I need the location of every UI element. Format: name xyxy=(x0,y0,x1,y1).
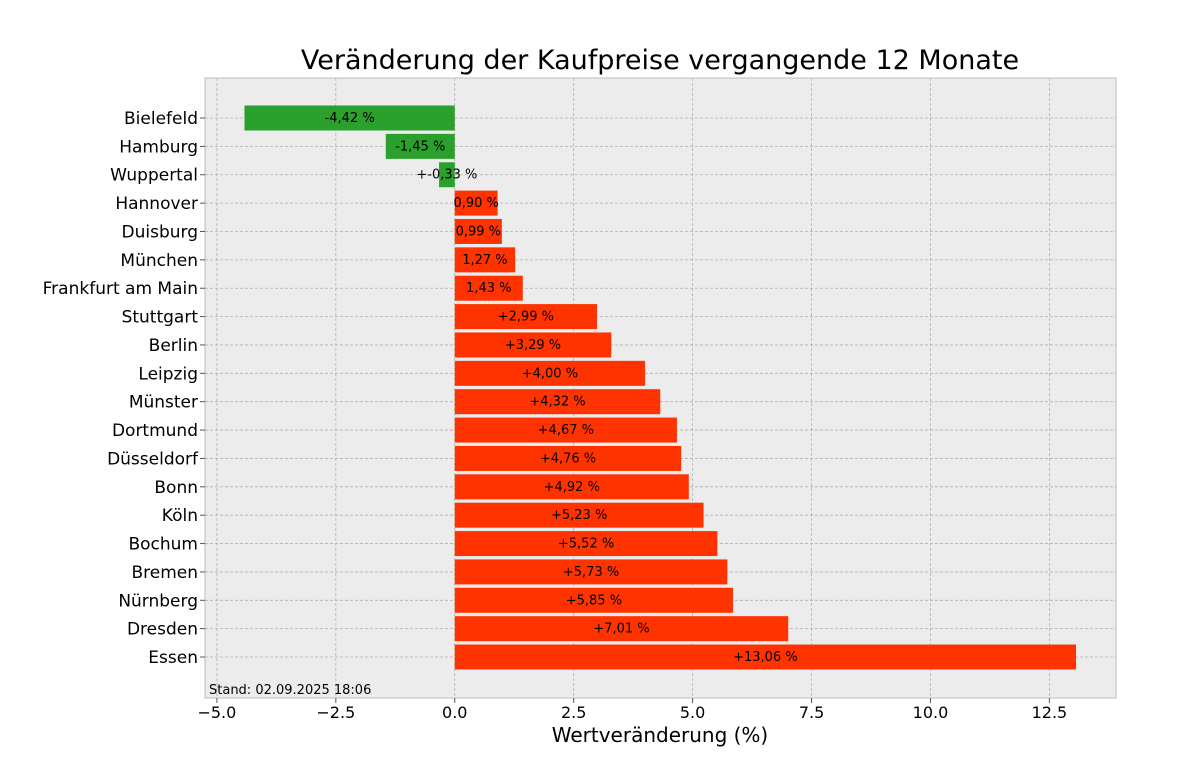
bars xyxy=(244,105,1077,670)
x-tick-label: 7.5 xyxy=(799,703,824,722)
data-label: +5,23 % xyxy=(551,508,607,523)
data-label: +7,01 % xyxy=(593,622,649,637)
data-label: -4,42 % xyxy=(325,111,375,126)
bar xyxy=(454,616,789,642)
data-label: 0,99 % xyxy=(456,224,501,239)
bar xyxy=(454,502,704,528)
data-label: 1,27 % xyxy=(462,253,507,268)
data-label: +4,00 % xyxy=(522,366,578,381)
y-tick-label: Hannover xyxy=(115,194,198,214)
y-tick-label: Bochum xyxy=(128,535,198,555)
data-labels: -4,42 % -1,45 % +-0,33 % 0,90 % 0,99 % 1,27 %… xyxy=(325,111,798,665)
data-label: +3,29 % xyxy=(505,338,561,353)
data-label: +4,76 % xyxy=(540,451,596,466)
x-tick-label: 12.5 xyxy=(1032,703,1068,722)
bar xyxy=(454,417,677,443)
x-tick-label: 2.5 xyxy=(561,703,586,722)
y-tick-label: Düsseldorf xyxy=(107,449,199,469)
y-tick-label: Nürnberg xyxy=(118,591,198,611)
x-tick-label: 0.0 xyxy=(442,703,467,722)
bar xyxy=(454,304,597,330)
data-label: 0,90 % xyxy=(453,196,498,211)
bar xyxy=(454,644,1077,670)
y-tick-label: Bremen xyxy=(131,563,198,583)
data-label: +5,73 % xyxy=(563,565,619,580)
x-axis-label: Wertveränderung (%) xyxy=(552,723,769,747)
bar xyxy=(454,218,502,244)
y-tick-label: Frankfurt am Main xyxy=(43,279,198,299)
bar xyxy=(439,162,455,188)
y-tick-label: Köln xyxy=(162,506,198,526)
bar xyxy=(454,275,523,301)
data-label: +-0,33 % xyxy=(416,168,477,183)
x-tick-label: 5.0 xyxy=(680,703,705,722)
chart-title: Veränderung der Kaufpreise vergangende 1… xyxy=(301,45,1019,76)
plot-frame xyxy=(204,77,1117,699)
y-tick-label: Hamburg xyxy=(119,137,198,157)
y-tick-label: Stuttgart xyxy=(122,308,199,328)
y-tick-label: Leipzig xyxy=(138,364,198,384)
bar xyxy=(454,531,718,557)
bar xyxy=(244,105,455,131)
y-tick-label: München xyxy=(120,251,198,271)
x-tick-label: −2.5 xyxy=(316,703,355,722)
y-tick-label: Münster xyxy=(129,393,198,413)
y-tick-label: Wuppertal xyxy=(110,166,198,186)
data-label: +4,92 % xyxy=(544,480,600,495)
bar xyxy=(454,559,728,585)
y-axis-labels: Bielefeld Hamburg Wuppertal Hannover Duisbur… xyxy=(43,109,205,668)
bar xyxy=(454,190,498,216)
timestamp-note: Stand: 02.09.2025 18:06 xyxy=(209,683,371,698)
bar xyxy=(454,389,661,415)
y-tick-label: Essen xyxy=(148,648,198,668)
data-label: +4,32 % xyxy=(529,395,585,410)
x-tick-label: 10.0 xyxy=(913,703,949,722)
y-tick-label: Duisburg xyxy=(122,222,199,242)
data-label: 1,43 % xyxy=(466,281,511,296)
data-label: +5,52 % xyxy=(558,537,614,552)
y-tick-label: Bielefeld xyxy=(124,109,198,129)
x-tick-label: −5.0 xyxy=(197,703,236,722)
data-label: -1,45 % xyxy=(395,139,445,154)
bar xyxy=(454,332,612,358)
y-tick-label: Bonn xyxy=(154,478,198,498)
bar xyxy=(454,247,516,273)
y-tick-label: Dresden xyxy=(127,620,198,640)
y-tick-label: Dortmund xyxy=(112,421,198,441)
x-axis-ticks: −5.0 −2.5 0.0 2.5 5.0 7.5 10.0 12.5 xyxy=(197,698,1067,722)
bar xyxy=(385,133,455,159)
data-label: +13,06 % xyxy=(733,650,798,665)
bar xyxy=(454,474,689,500)
data-label: +2,99 % xyxy=(498,310,554,325)
bar xyxy=(454,445,682,471)
bar xyxy=(454,587,734,613)
y-tick-label: Berlin xyxy=(149,336,198,356)
bar xyxy=(454,360,646,386)
data-label: +5,85 % xyxy=(566,593,622,608)
data-label: +4,67 % xyxy=(538,423,594,438)
